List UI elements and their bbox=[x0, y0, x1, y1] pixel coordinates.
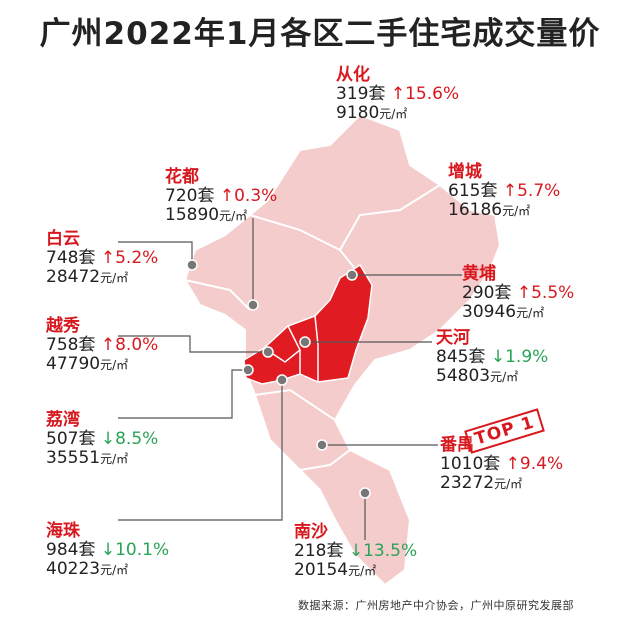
change-value: ↓8.5% bbox=[100, 429, 159, 450]
district-huadu: 花都 720套 ↑0.3% 15890元/㎡ bbox=[165, 167, 278, 226]
leader-line-yuexiu bbox=[118, 335, 268, 353]
marker-yuexiu bbox=[262, 346, 274, 358]
map-markers bbox=[186, 259, 371, 499]
marker-haizhu bbox=[276, 374, 288, 386]
change-value: ↑0.3% bbox=[219, 186, 278, 207]
map-boundaries bbox=[184, 184, 441, 471]
change-value: ↑8.0% bbox=[100, 335, 159, 356]
district-conghua: 从化 319套 ↑15.6% 9180元/㎡ bbox=[336, 65, 460, 124]
change-value: ↑5.7% bbox=[502, 181, 561, 202]
change-value: ↓10.1% bbox=[100, 540, 170, 561]
district-name: 黄埔 bbox=[462, 264, 496, 284]
leader-line-baiyun bbox=[118, 241, 193, 262]
marker-panyu bbox=[316, 439, 328, 451]
marker-liwan bbox=[242, 364, 254, 376]
district-name: 花都 bbox=[165, 167, 199, 187]
change-value: ↑5.2% bbox=[100, 248, 159, 269]
change-value: ↑9.4% bbox=[505, 454, 564, 475]
marker-huadu bbox=[247, 299, 259, 311]
change-value: ↑15.6% bbox=[390, 84, 460, 105]
change-value: ↑5.5% bbox=[516, 283, 575, 304]
district-name: 天河 bbox=[436, 328, 470, 348]
district-name: 南沙 bbox=[294, 522, 328, 542]
map-region-highlight bbox=[243, 263, 373, 385]
district-haizhu: 海珠 984套 ↓10.1% 40223元/㎡ bbox=[46, 521, 170, 580]
district-huangpu: 黄埔 290套 ↑5.5% 30946元/㎡ bbox=[462, 264, 575, 323]
change-value: ↓13.5% bbox=[348, 541, 418, 562]
district-tianhe: 天河 845套 ↓1.9% 54803元/㎡ bbox=[436, 328, 549, 387]
marker-nansha bbox=[359, 487, 371, 499]
data-source-note: 数据来源：广州房地产中介协会，广州中原研究发展部 bbox=[298, 599, 574, 612]
district-liwan: 荔湾 507套 ↓8.5% 35551元/㎡ bbox=[46, 410, 159, 469]
district-panyu: 番禺 1010套 ↑9.4% 23272元/㎡ bbox=[440, 435, 564, 494]
district-name: 海珠 bbox=[46, 521, 80, 541]
district-yuexiu: 越秀 758套 ↑8.0% 47790元/㎡ bbox=[46, 316, 159, 375]
district-zengcheng: 增城 615套 ↑5.7% 16186元/㎡ bbox=[448, 162, 561, 221]
marker-huangpu bbox=[346, 269, 358, 281]
district-name: 荔湾 bbox=[46, 410, 80, 430]
district-baiyun: 白云 748套 ↑5.2% 28472元/㎡ bbox=[46, 229, 159, 288]
page-title: 广州2022年1月各区二手住宅成交量价 bbox=[39, 16, 601, 52]
change-value: ↓1.9% bbox=[490, 347, 549, 368]
leader-line-haizhu bbox=[118, 380, 283, 521]
district-nansha: 南沙 218套 ↓13.5% 20154元/㎡ bbox=[294, 522, 418, 581]
district-name: 增城 bbox=[448, 162, 482, 182]
marker-tianhe bbox=[299, 336, 311, 348]
district-name: 番禺 bbox=[440, 435, 474, 455]
district-name: 越秀 bbox=[46, 316, 80, 336]
leader-line-liwan bbox=[118, 369, 248, 419]
leader-lines bbox=[118, 218, 462, 540]
district-name: 从化 bbox=[336, 65, 370, 85]
district-name: 白云 bbox=[46, 229, 80, 249]
marker-baiyun bbox=[186, 259, 198, 271]
